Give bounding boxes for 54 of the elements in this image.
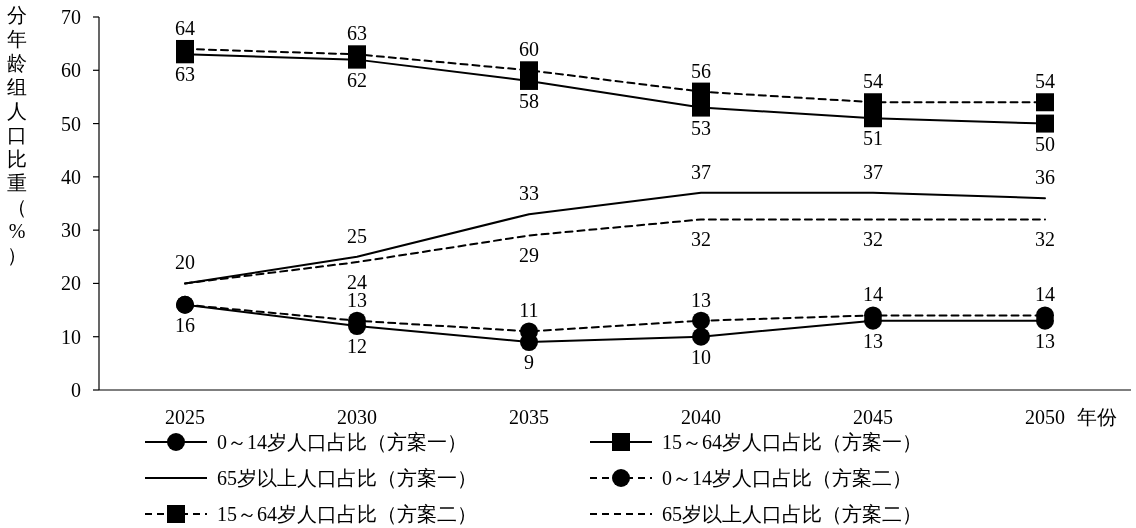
data-label: 63	[175, 63, 195, 86]
data-label: 14	[1035, 283, 1055, 306]
data-label: 54	[863, 70, 883, 93]
y-tick-label: 70	[61, 6, 81, 28]
data-label: 58	[519, 89, 539, 112]
data-label: 63	[347, 22, 367, 45]
legend-label: 15～64岁人口占比（方案一）	[662, 431, 922, 453]
y-tick-label: 10	[61, 325, 81, 348]
data-label: 36	[1035, 166, 1055, 189]
legend-label: 0～14岁人口占比（方案二）	[662, 467, 912, 489]
x-tick-label: 2035	[509, 406, 549, 428]
y-tick-label: 20	[61, 272, 81, 295]
data-label: 50	[1035, 132, 1055, 155]
data-label: 13	[863, 329, 883, 352]
x-tick-label: 2030	[337, 406, 377, 428]
data-label: 10	[691, 345, 711, 368]
legend-label: 0～14岁人口占比（方案一）	[217, 431, 467, 453]
data-label: 20	[175, 251, 195, 274]
x-tick-label: 2040	[681, 406, 721, 428]
y-tick-label: 30	[61, 219, 81, 242]
y-tick-label: 50	[61, 112, 81, 135]
y-tick-label: 60	[61, 59, 81, 82]
data-label: 54	[1035, 70, 1055, 93]
data-label: 62	[347, 68, 367, 91]
data-label: 14	[863, 283, 883, 306]
data-label: 64	[175, 16, 195, 39]
y-tick-label: 0	[71, 379, 81, 401]
data-label: 56	[691, 59, 711, 82]
y-axis-title: 分年龄组人口比重（%）	[7, 4, 27, 266]
data-label: 16	[175, 313, 195, 336]
y-tick-label: 40	[61, 165, 81, 188]
data-label: 37	[863, 160, 883, 183]
data-label: 33	[519, 182, 539, 205]
data-label: 32	[863, 228, 883, 251]
data-label: 53	[691, 116, 711, 139]
data-label: 9	[524, 351, 534, 374]
legend-label: 15～64岁人口占比（方案二）	[217, 503, 477, 525]
data-label: 32	[1035, 228, 1055, 251]
x-tick-label: 2045	[853, 406, 893, 428]
data-label: 13	[1035, 329, 1055, 352]
data-label: 12	[347, 335, 367, 358]
x-tick-label: 2025	[165, 406, 205, 428]
data-label: 29	[519, 244, 539, 267]
x-tick-label: 2050	[1025, 406, 1065, 428]
data-label: 60	[519, 38, 539, 61]
x-axis-title: 年份	[1077, 406, 1117, 428]
data-label: 37	[691, 160, 711, 183]
legend-label: 65岁以上人口占比（方案二）	[662, 503, 922, 525]
data-label: 11	[519, 299, 539, 322]
data-label: 25	[347, 224, 367, 247]
legend-label: 65岁以上人口占比（方案一）	[217, 467, 477, 489]
data-label: 32	[691, 228, 711, 251]
data-label: 51	[863, 127, 883, 150]
data-label: 13	[691, 288, 711, 311]
